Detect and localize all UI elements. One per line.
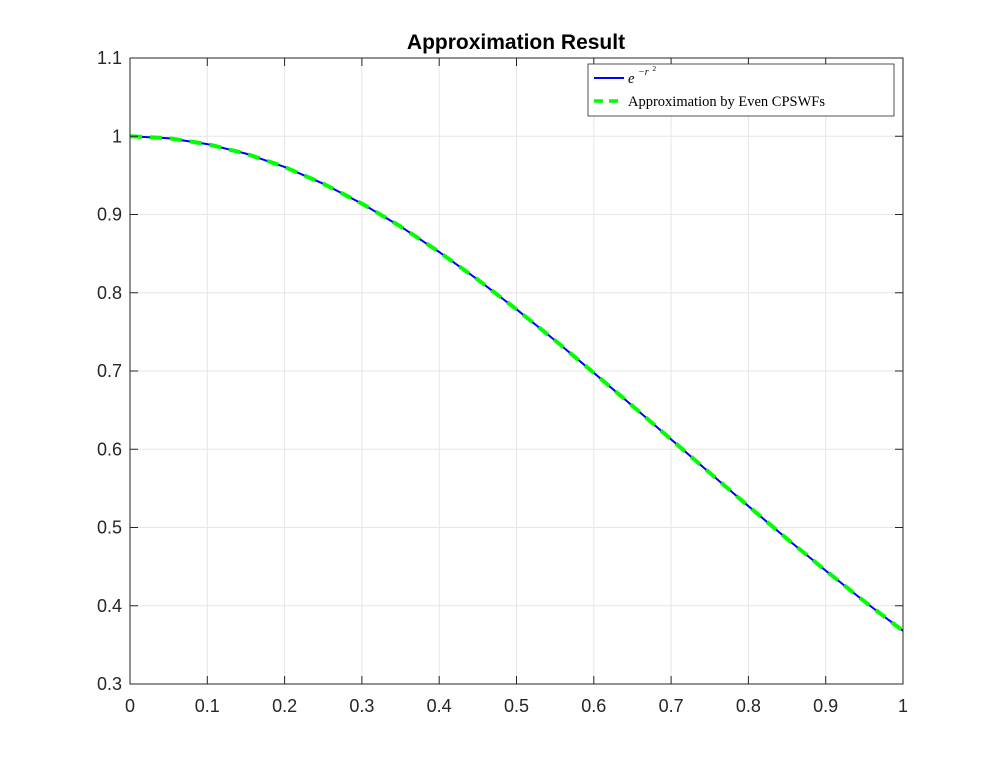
x-tick-label: 0.4 xyxy=(427,696,452,716)
x-tick-label: 0.3 xyxy=(349,696,374,716)
y-tick-label: 0.5 xyxy=(97,518,122,538)
y-tick-label: 0.7 xyxy=(97,361,122,381)
x-tick-label: 0.8 xyxy=(736,696,761,716)
y-tick-label: 0.9 xyxy=(97,205,122,225)
y-tick-label: 0.8 xyxy=(97,283,122,303)
y-tick-label: 1.1 xyxy=(97,48,122,68)
x-tick-label: 0.2 xyxy=(272,696,297,716)
legend-exact-base: e xyxy=(628,71,635,87)
x-tick-label: 0 xyxy=(125,696,135,716)
legend: e −r 2 Approximation by Even CPSWFs xyxy=(587,63,895,117)
legend-exact-power: 2 xyxy=(652,64,656,73)
x-tick-label: 0.1 xyxy=(195,696,220,716)
series-line-approximation xyxy=(129,134,905,633)
x-tick-label: 0.9 xyxy=(813,696,838,716)
legend-exact-exponent: −r xyxy=(638,67,649,78)
series-lines xyxy=(129,134,905,633)
x-tick-label: 1 xyxy=(898,696,908,716)
legend-label-approx: Approximation by Even CPSWFs xyxy=(628,94,825,110)
x-tick-label: 0.7 xyxy=(659,696,684,716)
chart-title: Approximation Result xyxy=(407,31,625,54)
legend-box xyxy=(587,63,895,117)
x-tick-label: 0.5 xyxy=(504,696,529,716)
y-tick-label: 0.4 xyxy=(97,596,122,616)
y-tick-label: 1 xyxy=(112,126,122,146)
axis-ticks: 0 0.1 0.2 0.3 0.4 0.5 0.6 0.7 0.8 0.9 1 0.3 0.4 0.5 0.… xyxy=(97,48,908,716)
x-tick-label: 0.6 xyxy=(581,696,606,716)
y-tick-label: 0.6 xyxy=(97,439,122,459)
y-tick-label: 0.3 xyxy=(97,674,122,694)
legend-label-exact: e −r 2 xyxy=(628,63,656,87)
